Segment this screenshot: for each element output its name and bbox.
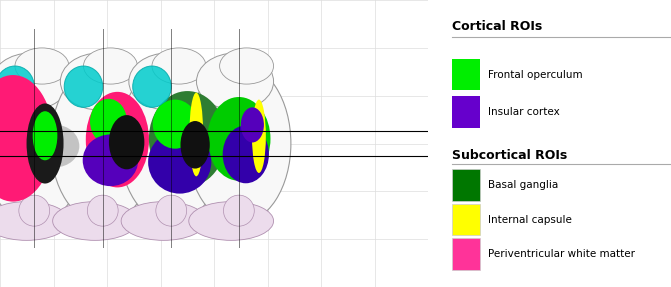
- Text: Cortical ROIs: Cortical ROIs: [452, 20, 542, 33]
- Ellipse shape: [119, 63, 223, 224]
- Ellipse shape: [152, 48, 206, 84]
- Ellipse shape: [60, 53, 138, 110]
- Ellipse shape: [180, 121, 210, 168]
- Ellipse shape: [83, 134, 138, 186]
- Ellipse shape: [129, 53, 206, 110]
- Text: Internal capsule: Internal capsule: [488, 215, 572, 224]
- Ellipse shape: [33, 111, 57, 160]
- Ellipse shape: [241, 107, 264, 142]
- Ellipse shape: [231, 113, 270, 154]
- Ellipse shape: [52, 201, 138, 241]
- Ellipse shape: [207, 97, 270, 181]
- Ellipse shape: [15, 48, 69, 84]
- Ellipse shape: [165, 110, 210, 156]
- Text: Subcortical ROIs: Subcortical ROIs: [452, 149, 567, 162]
- Text: Periventricular white matter: Periventricular white matter: [488, 249, 635, 259]
- Ellipse shape: [64, 66, 103, 107]
- FancyBboxPatch shape: [452, 59, 480, 90]
- Ellipse shape: [106, 112, 130, 149]
- Ellipse shape: [87, 195, 118, 226]
- FancyBboxPatch shape: [452, 238, 480, 270]
- Ellipse shape: [86, 92, 149, 187]
- FancyBboxPatch shape: [452, 96, 480, 128]
- Ellipse shape: [252, 100, 266, 173]
- Ellipse shape: [121, 201, 206, 241]
- Ellipse shape: [133, 66, 171, 107]
- Ellipse shape: [97, 123, 132, 154]
- Ellipse shape: [148, 131, 211, 194]
- Ellipse shape: [0, 66, 34, 107]
- FancyBboxPatch shape: [452, 169, 480, 201]
- Ellipse shape: [0, 75, 54, 201]
- Ellipse shape: [83, 48, 138, 84]
- Ellipse shape: [51, 63, 155, 224]
- Ellipse shape: [189, 201, 274, 241]
- Ellipse shape: [0, 63, 87, 224]
- Ellipse shape: [28, 123, 63, 154]
- Ellipse shape: [27, 104, 64, 184]
- Ellipse shape: [219, 48, 274, 84]
- Ellipse shape: [0, 201, 69, 241]
- Text: Frontal operculum: Frontal operculum: [488, 70, 582, 79]
- FancyBboxPatch shape: [452, 204, 480, 235]
- Ellipse shape: [166, 123, 200, 154]
- Ellipse shape: [197, 53, 274, 110]
- Ellipse shape: [233, 123, 268, 154]
- Ellipse shape: [153, 100, 197, 149]
- Ellipse shape: [90, 99, 127, 144]
- Ellipse shape: [19, 195, 50, 226]
- Text: Basal ganglia: Basal ganglia: [488, 180, 558, 190]
- Ellipse shape: [149, 91, 226, 187]
- Ellipse shape: [223, 125, 269, 183]
- Ellipse shape: [32, 125, 79, 167]
- Ellipse shape: [0, 53, 69, 110]
- Ellipse shape: [109, 115, 144, 169]
- Ellipse shape: [223, 195, 254, 226]
- Text: Insular cortex: Insular cortex: [488, 107, 560, 117]
- Ellipse shape: [187, 63, 291, 224]
- Ellipse shape: [156, 195, 187, 226]
- Ellipse shape: [189, 93, 203, 176]
